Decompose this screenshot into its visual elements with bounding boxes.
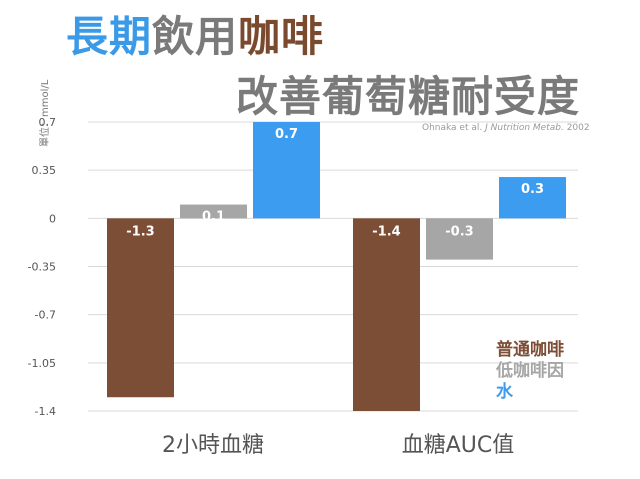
y-tick-label: 0.7 <box>39 116 57 129</box>
bar-value-label: -0.3 <box>445 224 473 239</box>
chart-title-line1: 長期飲用咖啡 <box>66 16 324 58</box>
bar-1-1 <box>107 218 174 398</box>
y-tick-label: 0 <box>49 212 56 225</box>
title-segment-2: 飲用 <box>152 12 239 61</box>
bar-2-1 <box>180 204 247 219</box>
bar-1-2 <box>353 218 420 411</box>
bar-value-label: -1.3 <box>126 224 154 239</box>
y-tick-label: -1.05 <box>28 357 56 370</box>
citation-journal: J Nutrition Metab. <box>485 123 564 133</box>
bar-2-2 <box>426 218 493 260</box>
legend-item-water: 水 <box>496 382 513 402</box>
bar-value-label: 0.3 <box>521 182 544 197</box>
y-tick-label: -0.7 <box>35 309 56 322</box>
bar-value-label: -1.4 <box>372 224 400 239</box>
y-tick-label: -0.35 <box>28 261 56 274</box>
citation: Ohnaka et al. J Nutrition Metab. 2002 <box>422 123 590 133</box>
chart-title-line2: 改善葡萄糖耐受度 <box>236 72 581 121</box>
y-tick-label: -1.4 <box>35 405 56 418</box>
title-segment-1: 長期 <box>66 12 153 61</box>
legend-item-coffee: 普通咖啡 <box>496 340 564 360</box>
legend: 普通咖啡 低咖啡因 水 <box>496 340 564 403</box>
title-segment-3: 咖啡 <box>238 12 325 61</box>
bar-3-2 <box>499 177 566 219</box>
bar-value-label: 0.7 <box>275 127 298 142</box>
legend-item-decaf: 低咖啡因 <box>496 361 564 381</box>
citation-year: 2002 <box>566 123 590 133</box>
bar-3-1 <box>253 122 320 219</box>
x-category-label: 血糖AUC值 <box>402 433 515 458</box>
y-tick-label: 0.35 <box>32 164 57 177</box>
bar-value-label: 0.1 <box>202 210 225 225</box>
citation-authors: Ohnaka et al. <box>422 123 483 133</box>
x-category-label: 2小時血糖 <box>162 433 264 458</box>
